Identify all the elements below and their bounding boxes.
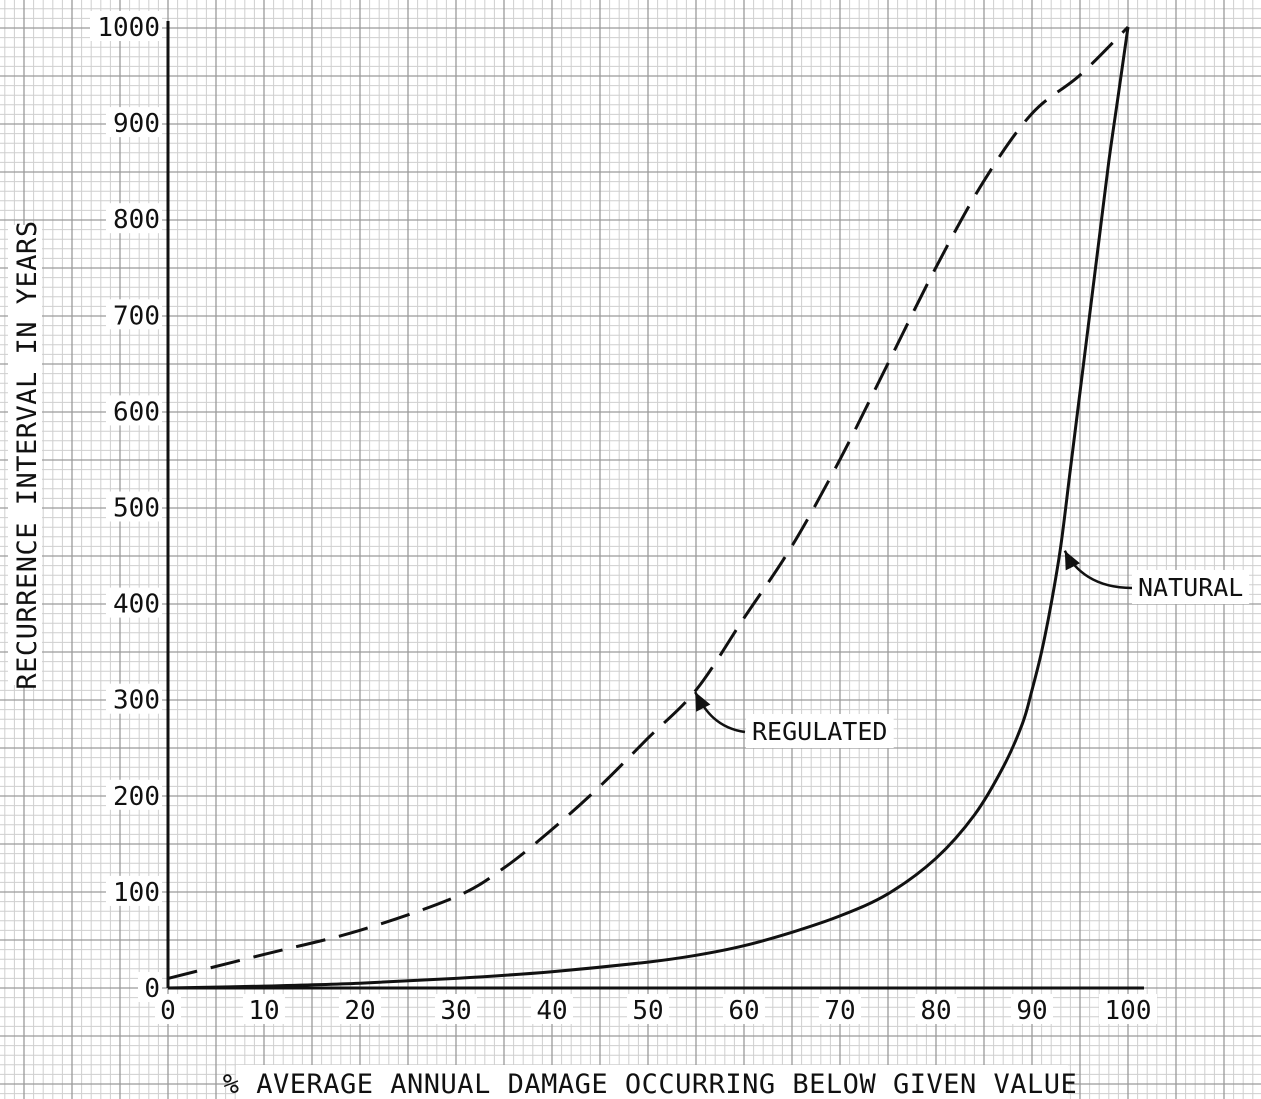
axes — [166, 21, 1144, 990]
y-tick-label: 800 — [113, 205, 160, 235]
tick-labels: 0 10 20 30 40 50 60 70 80 90 100010020030040050060… — [90, 11, 1157, 1026]
y-tick-label: 300 — [113, 686, 160, 716]
x-tick-label: 50 — [632, 996, 663, 1026]
series-line-natural — [167, 26, 1130, 990]
x-tick-label: 20 — [344, 996, 375, 1026]
y-tick-label: 500 — [113, 494, 160, 524]
y-tick-label: 0 — [144, 974, 160, 1004]
y-tick-label: 1000 — [97, 13, 160, 43]
y-tick-label: 600 — [113, 397, 160, 427]
x-tick-label: 60 — [728, 996, 759, 1026]
series-line-regulated — [167, 25, 1130, 980]
arrowhead-natural — [1064, 550, 1080, 571]
x-tick-label: 80 — [920, 996, 951, 1026]
y-tick-label: 100 — [113, 878, 160, 908]
x-tick-label: 30 — [440, 996, 471, 1026]
annotation-regulated: REGULATED — [752, 717, 887, 746]
arrow-regulated — [694, 691, 746, 734]
annotation-natural: NATURAL — [1138, 573, 1243, 602]
series-layer — [167, 25, 1130, 990]
y-axis-title: RECURRENCE INTERVAL IN YEARS — [12, 220, 43, 689]
annotations: REGULATED NATURAL — [694, 550, 1250, 748]
y-tick-label: 700 — [113, 301, 160, 331]
y-tick-label: 400 — [113, 590, 160, 620]
x-tick-label: 10 — [248, 996, 279, 1026]
x-tick-label: 70 — [824, 996, 855, 1026]
x-axis-title: % AVERAGE ANNUAL DAMAGE OCCURRING BELOW … — [223, 1069, 1078, 1099]
x-tick-label: 100 — [1105, 996, 1152, 1026]
arrowhead-regulated — [695, 692, 711, 712]
x-tick-label: 40 — [536, 996, 567, 1026]
x-tick-label: 0 — [160, 996, 176, 1026]
x-tick-label: 90 — [1016, 996, 1047, 1026]
y-tick-label: 200 — [113, 782, 160, 812]
y-tick-label: 900 — [113, 109, 160, 139]
